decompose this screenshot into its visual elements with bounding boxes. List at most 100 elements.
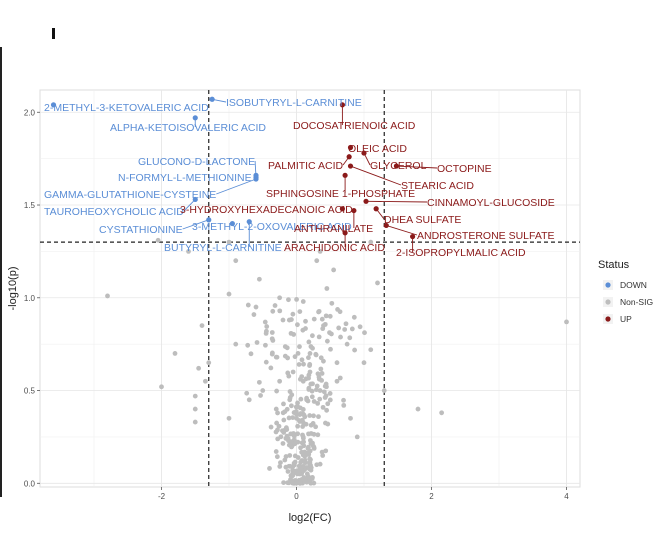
non-sig-point [268,365,274,371]
non-sig-point [298,396,304,402]
non-sig-point [301,412,307,418]
data-point [159,384,164,390]
non-sig-point [297,309,303,315]
non-sig-point [297,344,302,350]
non-sig-point [317,396,323,402]
point-label: 3-HYDROXYHEXADECANOIC ACID [180,204,353,216]
non-sig-point [283,436,289,441]
non-sig-point [336,325,342,331]
non-sig-point [308,381,314,387]
non-sig-point [319,316,325,322]
non-sig-point [291,332,297,337]
non-sig-point [319,371,325,376]
data-point [415,406,421,412]
data-point [344,341,350,347]
non-sig-point [306,387,312,392]
non-sig-point [289,317,294,322]
corner-mark [52,28,55,39]
non-sig-point [301,475,307,480]
leader-line [363,152,371,166]
non-sig-point [262,319,268,325]
non-sig-point [273,429,279,435]
non-sig-point [290,311,296,317]
non-sig-point [277,464,283,469]
data-point [297,471,303,477]
data-point [196,365,202,371]
non-sig-point [269,350,275,356]
point-label: TAUROHEOXYCHOLIC ACID [44,206,184,218]
point-label: PALMITIC ACID [268,160,343,172]
non-sig-point [311,316,317,322]
leader-line [375,208,385,220]
data-point [186,248,191,254]
non-sig-point [296,463,302,469]
non-sig-point [320,404,326,410]
data-point [233,258,239,264]
background-points [244,297,367,486]
non-sig-point [296,362,302,367]
non-sig-point [321,389,327,395]
non-sig-point [275,410,280,416]
non-sig-point [310,345,315,351]
legend: Status DOWN Non-SIG UP [598,259,653,324]
legend-key [605,282,611,288]
point-labels: 2-METHYL-3-KETOVALERIC ACID ISOBUTYRYL-L-… [44,97,555,259]
non-sig-point [277,308,283,314]
legend-entry: DOWN [620,280,647,290]
non-sig-point [335,307,340,312]
non-sig-point [303,452,309,458]
data-point [277,378,283,384]
non-sig-point [294,468,299,474]
non-sig-point [316,308,322,314]
non-sig-point [295,455,301,460]
non-sig-point [284,406,290,412]
data-point [192,406,198,412]
data-point [300,378,306,384]
data-point [361,360,367,366]
non-sig-point [297,405,303,411]
non-sig-point [362,330,367,336]
non-sig-point [292,459,298,465]
non-sig-point [297,419,303,424]
non-sig-point [298,445,303,451]
non-sig-point [278,460,283,466]
labeled-point [229,220,235,227]
non-sig-point [306,355,311,361]
point-label: GLUCONO-D-LACTONE [138,156,255,168]
data-point [354,434,360,440]
non-sig-point [254,340,260,345]
non-sig-point [288,439,294,445]
point-label: ARACHIDONIC ACID [284,242,385,254]
data-point [294,415,299,421]
point-label: ANDROSTERONE SULFATE [417,230,555,242]
non-sig-point [349,326,355,332]
non-sig-point [258,393,263,398]
non-sig-point [325,401,331,407]
point-label: ALPHA-KETOISOVALERIC ACID [110,122,266,134]
point-label: DOCOSATRIENOIC ACID [293,120,416,132]
leader-line [254,160,257,178]
labeled-point [339,206,345,212]
data-point [368,239,374,245]
non-sig-point [286,415,292,421]
non-sig-point [273,449,279,454]
data-point [206,360,212,366]
legend-entry: UP [620,314,632,324]
non-sig-point [290,415,296,421]
non-sig-point [291,431,296,436]
point-label: 2-ISOPROPYLMALIC ACID [396,247,526,259]
non-sig-point [285,480,291,486]
data-point [287,453,293,458]
data-point [270,338,276,343]
non-sig-point [299,374,305,379]
data-point [321,323,326,329]
non-sig-point [306,444,311,450]
non-sig-point [322,383,328,389]
non-sig-point [269,330,275,335]
labeled-point [50,102,57,108]
non-sig-point [327,397,333,403]
non-sig-point [245,342,251,348]
non-sig-point [294,297,299,302]
y-tick-label: 0.5 [24,387,36,396]
non-sig-point [268,424,274,430]
